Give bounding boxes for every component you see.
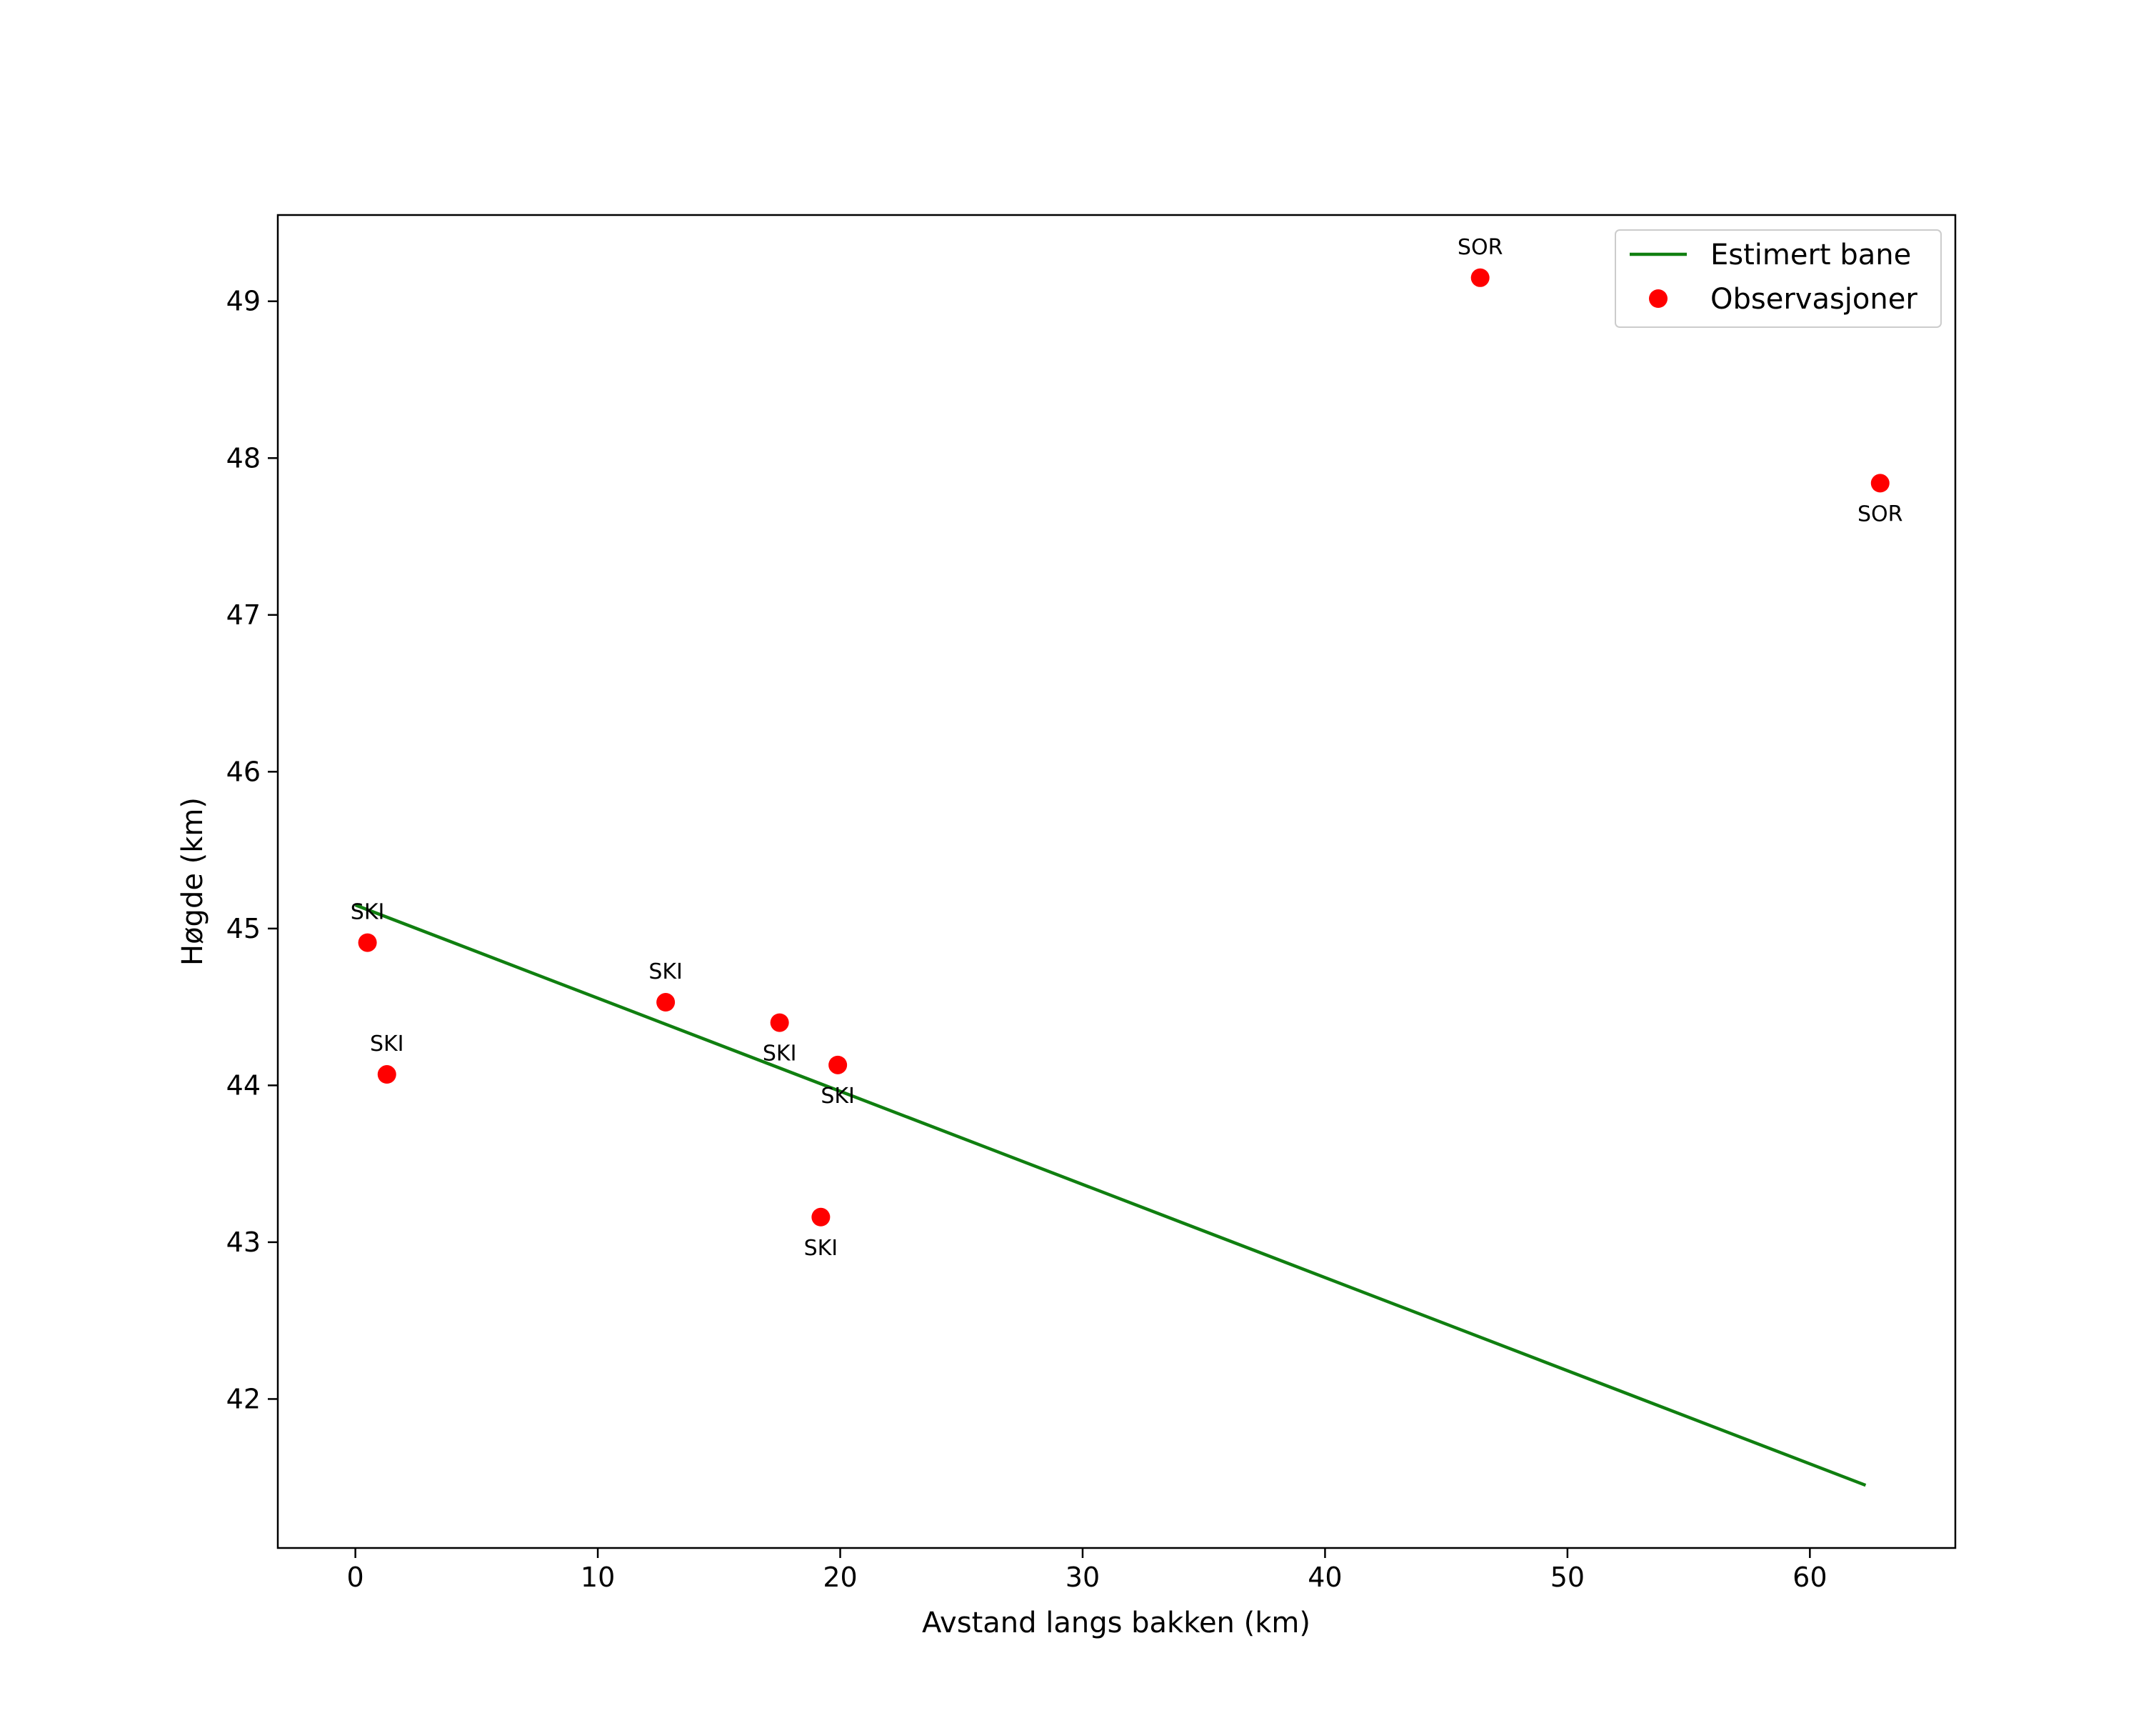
x-axis-label: Avstand langs bakken (km) xyxy=(922,1607,1310,1639)
y-tick-label: 47 xyxy=(226,599,261,631)
scatter-point-4 xyxy=(770,1013,789,1032)
scatter-point-label-3: SKI xyxy=(648,959,683,984)
scatter-point-6 xyxy=(811,1207,831,1227)
y-axis-label: Høgde (km) xyxy=(176,797,209,966)
scatter-point-3 xyxy=(656,993,676,1012)
series-line-estimert-bane xyxy=(354,903,1867,1487)
y-tick-label: 46 xyxy=(226,756,261,787)
scatter-point-5 xyxy=(828,1055,848,1074)
x-tick-label: 10 xyxy=(581,1562,615,1593)
y-tick-label: 49 xyxy=(226,286,261,317)
plot-area-frame xyxy=(276,214,1957,1549)
y-tick-label: 44 xyxy=(226,1069,261,1101)
scatter-point-label-1: SKI xyxy=(351,900,385,925)
scatter-point-label-7: SOR xyxy=(1458,235,1503,260)
scatter-point-label-4: SKI xyxy=(763,1042,797,1067)
y-tick-label: 48 xyxy=(226,442,261,474)
x-tick-label: 30 xyxy=(1066,1562,1100,1593)
legend-label-line: Estimert bane xyxy=(1710,239,1911,271)
legend: Estimert bane Observasjoner xyxy=(1615,229,1942,328)
legend-label-points: Observasjoner xyxy=(1710,283,1917,316)
legend-frame xyxy=(1615,229,1942,328)
y-tick-label: 42 xyxy=(226,1383,261,1414)
scatter-point-label-2: SKI xyxy=(370,1032,404,1057)
legend-point-swatch xyxy=(1649,289,1668,308)
scatter-point-label-8: SOR xyxy=(1857,501,1903,526)
scatter-point-label-5: SKI xyxy=(821,1084,855,1109)
scatter-point-label-6: SKI xyxy=(804,1236,838,1261)
scatter-point-2 xyxy=(377,1065,396,1084)
x-tick-label: 20 xyxy=(823,1562,857,1593)
scatter-point-1 xyxy=(358,933,377,952)
x-tick-label: 0 xyxy=(347,1562,364,1593)
y-tick-label: 45 xyxy=(226,913,261,944)
x-tick-label: 60 xyxy=(1793,1562,1827,1593)
scatter-point-8 xyxy=(1870,474,1890,493)
x-tick-label: 50 xyxy=(1550,1562,1585,1593)
x-tick-label: 40 xyxy=(1308,1562,1342,1593)
y-tick-label: 43 xyxy=(226,1227,261,1258)
scatter-point-7 xyxy=(1470,268,1490,287)
